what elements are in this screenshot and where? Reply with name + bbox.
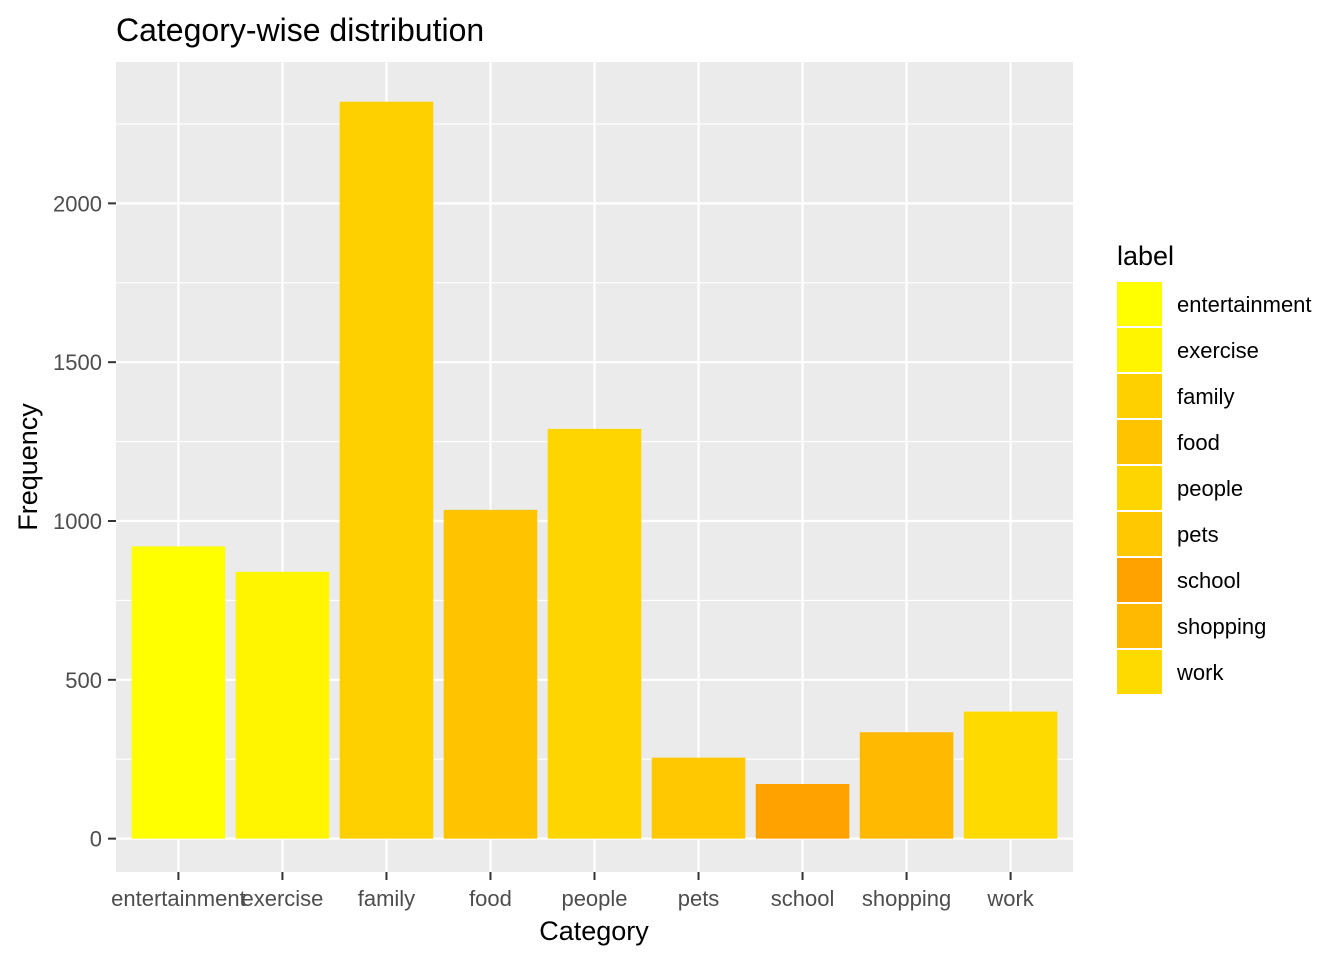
x-tick-label: shopping bbox=[862, 886, 951, 911]
legend-key-people bbox=[1117, 466, 1162, 510]
bar-work bbox=[963, 711, 1058, 839]
x-tick-label: work bbox=[986, 886, 1034, 911]
x-tick-label: people bbox=[561, 886, 627, 911]
legend-items: entertainment exercise family food people pet… bbox=[1117, 282, 1312, 694]
y-tick-label: 1000 bbox=[53, 509, 102, 534]
legend-label: family bbox=[1177, 384, 1234, 409]
legend-key-entertainment bbox=[1117, 282, 1162, 326]
legend-label: people bbox=[1177, 476, 1243, 501]
bar-people bbox=[547, 428, 642, 839]
legend: label entertainment exercise family food peo… bbox=[1117, 241, 1312, 694]
x-tick-label: exercise bbox=[241, 886, 323, 911]
bar-exercise bbox=[235, 571, 330, 839]
legend-label: food bbox=[1177, 430, 1220, 455]
y-tick-label: 0 bbox=[90, 827, 102, 852]
x-tick-label: entertainment bbox=[111, 886, 246, 911]
legend-key-work bbox=[1117, 650, 1162, 694]
y-tick-label: 500 bbox=[65, 668, 102, 693]
legend-label: shopping bbox=[1177, 614, 1266, 639]
x-axis-title: Category bbox=[539, 916, 649, 946]
legend-key-shopping bbox=[1117, 604, 1162, 648]
legend-label: school bbox=[1177, 568, 1241, 593]
legend-label: work bbox=[1176, 660, 1224, 685]
bar-pets bbox=[651, 757, 746, 839]
bar-food bbox=[443, 509, 538, 839]
x-tick-label: school bbox=[771, 886, 835, 911]
bars bbox=[131, 101, 1058, 839]
legend-key-family bbox=[1117, 374, 1162, 418]
bar-shopping bbox=[859, 732, 954, 839]
legend-label: entertainment bbox=[1177, 292, 1312, 317]
legend-key-exercise bbox=[1117, 328, 1162, 372]
bar-school bbox=[755, 784, 850, 839]
y-tick-label: 2000 bbox=[53, 191, 102, 216]
y-tick-label: 1500 bbox=[53, 350, 102, 375]
y-axis-title: Frequency bbox=[13, 403, 43, 531]
legend-key-pets bbox=[1117, 512, 1162, 556]
legend-title: label bbox=[1117, 241, 1174, 271]
y-axis: 0 500 1000 1500 2000 bbox=[53, 191, 116, 852]
bar-entertainment bbox=[131, 546, 226, 839]
legend-key-food bbox=[1117, 420, 1162, 464]
x-tick-label: family bbox=[358, 886, 415, 911]
x-tick-label: food bbox=[469, 886, 512, 911]
x-tick-label: pets bbox=[678, 886, 720, 911]
legend-label: pets bbox=[1177, 522, 1219, 547]
legend-key-school bbox=[1117, 558, 1162, 602]
chart-title: Category-wise distribution bbox=[116, 12, 484, 48]
bar-family bbox=[339, 101, 434, 839]
legend-label: exercise bbox=[1177, 338, 1259, 363]
